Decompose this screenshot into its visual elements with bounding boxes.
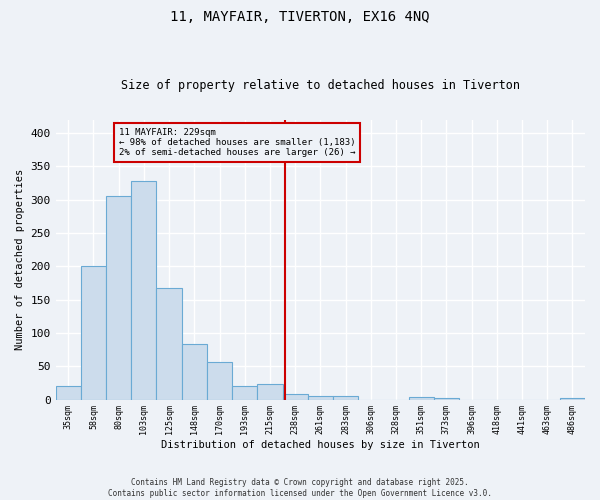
Bar <box>333 396 358 400</box>
Bar <box>434 398 459 400</box>
Bar <box>207 362 232 400</box>
Bar <box>106 196 131 400</box>
Title: Size of property relative to detached houses in Tiverton: Size of property relative to detached ho… <box>121 79 520 92</box>
Text: 11, MAYFAIR, TIVERTON, EX16 4NQ: 11, MAYFAIR, TIVERTON, EX16 4NQ <box>170 10 430 24</box>
Bar <box>560 398 585 400</box>
Y-axis label: Number of detached properties: Number of detached properties <box>15 169 25 350</box>
Bar <box>56 386 81 400</box>
Bar <box>131 181 157 400</box>
Bar <box>182 344 207 400</box>
Bar <box>81 266 106 400</box>
X-axis label: Distribution of detached houses by size in Tiverton: Distribution of detached houses by size … <box>161 440 480 450</box>
Bar <box>409 397 434 400</box>
Text: 11 MAYFAIR: 229sqm
← 98% of detached houses are smaller (1,183)
2% of semi-detac: 11 MAYFAIR: 229sqm ← 98% of detached hou… <box>119 128 355 158</box>
Bar <box>308 396 333 400</box>
Bar <box>232 386 257 400</box>
Bar <box>257 384 283 400</box>
Bar <box>283 394 308 400</box>
Bar <box>157 288 182 400</box>
Text: Contains HM Land Registry data © Crown copyright and database right 2025.
Contai: Contains HM Land Registry data © Crown c… <box>108 478 492 498</box>
